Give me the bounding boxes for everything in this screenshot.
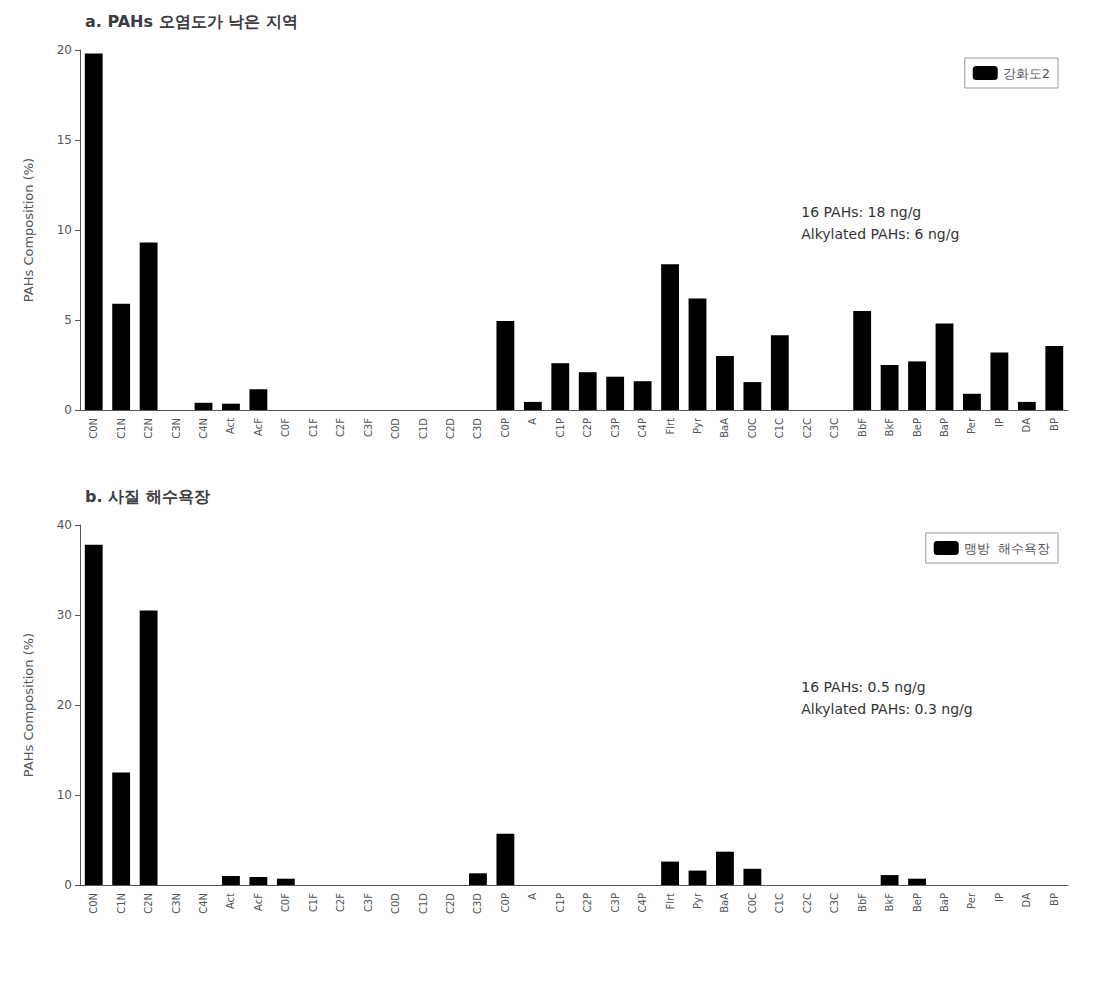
svg-text:C3C: C3C xyxy=(829,418,840,438)
svg-text:Flrt: Flrt xyxy=(665,893,676,910)
svg-text:Pyr: Pyr xyxy=(692,417,703,434)
svg-text:BbF: BbF xyxy=(857,418,868,437)
svg-text:IP: IP xyxy=(994,418,1005,427)
svg-text:C1D: C1D xyxy=(418,893,429,914)
svg-text:C2C: C2C xyxy=(802,418,813,438)
svg-text:C0F: C0F xyxy=(280,418,291,437)
svg-text:C3N: C3N xyxy=(171,418,182,439)
svg-text:Per: Per xyxy=(966,417,977,434)
svg-text:C3C: C3C xyxy=(829,893,840,913)
svg-text:IP: IP xyxy=(994,893,1005,902)
svg-text:BP: BP xyxy=(1049,893,1060,906)
svg-text:30: 30 xyxy=(57,608,72,622)
svg-text:C3N: C3N xyxy=(171,893,182,914)
svg-text:DA: DA xyxy=(1021,418,1032,433)
svg-text:C2N: C2N xyxy=(143,418,154,439)
svg-text:C1F: C1F xyxy=(308,418,319,437)
svg-text:C2D: C2D xyxy=(445,418,456,439)
svg-text:BeP: BeP xyxy=(912,893,923,912)
svg-text:C2N: C2N xyxy=(143,893,154,914)
svg-text:C0C: C0C xyxy=(747,893,758,913)
svg-text:20: 20 xyxy=(57,698,72,712)
svg-text:BeP: BeP xyxy=(912,418,923,437)
svg-text:C1F: C1F xyxy=(308,893,319,912)
svg-text:A: A xyxy=(527,418,538,425)
svg-text:BaA: BaA xyxy=(719,893,730,913)
svg-text:BbF: BbF xyxy=(857,893,868,912)
svg-text:C0P: C0P xyxy=(500,418,511,437)
svg-text:C1P: C1P xyxy=(555,418,566,437)
svg-text:BaP: BaP xyxy=(939,893,950,912)
svg-text:0: 0 xyxy=(64,403,72,417)
svg-text:A: A xyxy=(527,893,538,900)
svg-text:C1D: C1D xyxy=(418,418,429,439)
svg-text:C0N: C0N xyxy=(88,893,99,914)
svg-text:C0D: C0D xyxy=(390,418,401,439)
svg-text:b. 사질 해수욕장: b. 사질 해수욕장 xyxy=(85,487,210,506)
svg-text:C1C: C1C xyxy=(774,418,785,438)
svg-text:BkF: BkF xyxy=(884,893,895,912)
svg-text:16 PAHs: 0.5 ng/g: 16 PAHs: 0.5 ng/g xyxy=(801,679,925,695)
svg-text:C4N: C4N xyxy=(198,418,209,439)
svg-text:0: 0 xyxy=(64,878,72,892)
svg-text:C0P: C0P xyxy=(500,893,511,912)
svg-text:Per: Per xyxy=(966,892,977,909)
svg-text:C4P: C4P xyxy=(637,893,648,912)
svg-text:C3P: C3P xyxy=(610,418,621,437)
svg-text:C3D: C3D xyxy=(472,418,483,439)
svg-text:5: 5 xyxy=(64,313,72,327)
svg-text:C0D: C0D xyxy=(390,893,401,914)
svg-text:C0N: C0N xyxy=(88,418,99,439)
svg-text:AcF: AcF xyxy=(253,893,264,911)
svg-text:C0C: C0C xyxy=(747,418,758,438)
svg-text:Flrt: Flrt xyxy=(665,418,676,435)
svg-text:강화도2: 강화도2 xyxy=(1003,66,1050,81)
svg-text:C1P: C1P xyxy=(555,893,566,912)
svg-text:C4N: C4N xyxy=(198,893,209,914)
svg-text:20: 20 xyxy=(57,43,72,57)
svg-text:10: 10 xyxy=(57,223,72,237)
svg-text:C1N: C1N xyxy=(116,893,127,914)
svg-text:C1C: C1C xyxy=(774,893,785,913)
svg-text:Act: Act xyxy=(225,893,236,909)
svg-text:BkF: BkF xyxy=(884,418,895,437)
svg-text:a. PAHs 오염도가 낙은 지역: a. PAHs 오염도가 낙은 지역 xyxy=(85,12,298,31)
svg-text:C2P: C2P xyxy=(582,893,593,912)
svg-text:15: 15 xyxy=(57,133,72,147)
svg-text:C2C: C2C xyxy=(802,893,813,913)
svg-text:BaP: BaP xyxy=(939,418,950,437)
svg-text:DA: DA xyxy=(1021,893,1032,908)
svg-text:C1N: C1N xyxy=(116,418,127,439)
svg-text:C2F: C2F xyxy=(335,893,346,912)
svg-text:10: 10 xyxy=(57,788,72,802)
svg-text:C0F: C0F xyxy=(280,893,291,912)
svg-text:C3D: C3D xyxy=(472,893,483,914)
svg-text:Alkylated PAHs: 6 ng/g: Alkylated PAHs: 6 ng/g xyxy=(801,226,959,242)
svg-text:Alkylated PAHs: 0.3 ng/g: Alkylated PAHs: 0.3 ng/g xyxy=(801,701,972,717)
svg-text:C2P: C2P xyxy=(582,418,593,437)
svg-text:PAHs Composition (%): PAHs Composition (%) xyxy=(21,633,36,777)
svg-text:AcF: AcF xyxy=(253,418,264,436)
svg-text:BaA: BaA xyxy=(719,418,730,438)
svg-text:Pyr: Pyr xyxy=(692,892,703,909)
svg-text:C4P: C4P xyxy=(637,418,648,437)
svg-text:16 PAHs: 18 ng/g: 16 PAHs: 18 ng/g xyxy=(801,204,921,220)
svg-text:C2D: C2D xyxy=(445,893,456,914)
svg-text:C3P: C3P xyxy=(610,893,621,912)
svg-text:C3F: C3F xyxy=(363,893,374,912)
svg-text:C2F: C2F xyxy=(335,418,346,437)
svg-text:40: 40 xyxy=(57,518,72,532)
svg-text:Act: Act xyxy=(225,418,236,434)
svg-text:C3F: C3F xyxy=(363,418,374,437)
svg-text:BP: BP xyxy=(1049,418,1060,431)
svg-text:맹방 해수욕장: 맹방 해수욕장 xyxy=(964,541,1050,556)
svg-text:PAHs Composition (%): PAHs Composition (%) xyxy=(21,158,36,302)
